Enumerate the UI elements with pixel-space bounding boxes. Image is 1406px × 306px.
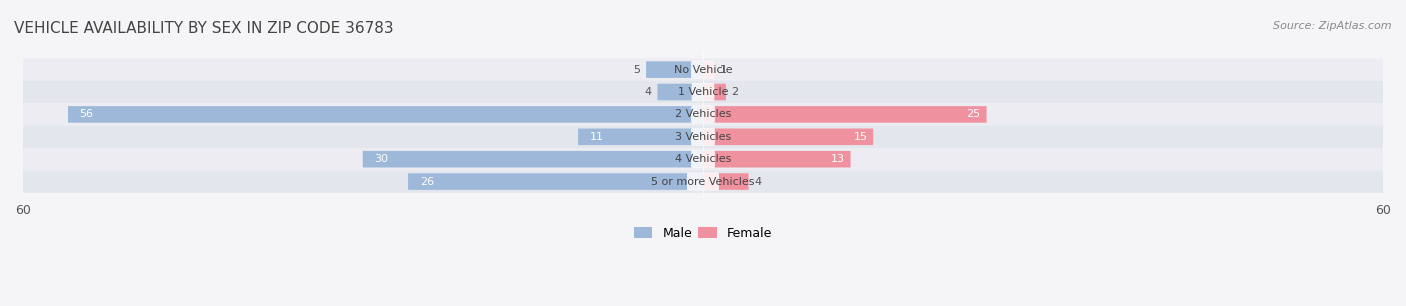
Text: 4: 4 bbox=[754, 177, 761, 187]
FancyBboxPatch shape bbox=[692, 150, 714, 168]
Legend: Male, Female: Male, Female bbox=[628, 222, 778, 245]
Text: Source: ZipAtlas.com: Source: ZipAtlas.com bbox=[1274, 21, 1392, 32]
Text: 30: 30 bbox=[374, 154, 388, 164]
Text: 56: 56 bbox=[80, 110, 94, 119]
FancyBboxPatch shape bbox=[22, 170, 1384, 193]
FancyBboxPatch shape bbox=[688, 173, 718, 191]
Text: 26: 26 bbox=[419, 177, 434, 187]
Text: VEHICLE AVAILABILITY BY SEX IN ZIP CODE 36783: VEHICLE AVAILABILITY BY SEX IN ZIP CODE … bbox=[14, 21, 394, 36]
FancyBboxPatch shape bbox=[22, 58, 1384, 81]
Text: 15: 15 bbox=[853, 132, 868, 142]
Text: 2: 2 bbox=[731, 87, 738, 97]
Text: 11: 11 bbox=[589, 132, 603, 142]
Text: 13: 13 bbox=[831, 154, 845, 164]
FancyBboxPatch shape bbox=[703, 84, 725, 100]
FancyBboxPatch shape bbox=[703, 61, 714, 78]
Text: 4 Vehicles: 4 Vehicles bbox=[675, 154, 731, 164]
Text: 2 Vehicles: 2 Vehicles bbox=[675, 110, 731, 119]
FancyBboxPatch shape bbox=[647, 61, 703, 78]
FancyBboxPatch shape bbox=[363, 151, 703, 167]
FancyBboxPatch shape bbox=[692, 61, 714, 79]
Text: 1 Vehicle: 1 Vehicle bbox=[678, 87, 728, 97]
FancyBboxPatch shape bbox=[703, 173, 748, 190]
FancyBboxPatch shape bbox=[67, 106, 703, 123]
FancyBboxPatch shape bbox=[578, 129, 703, 145]
FancyBboxPatch shape bbox=[22, 103, 1384, 125]
FancyBboxPatch shape bbox=[703, 129, 873, 145]
Text: 1: 1 bbox=[720, 65, 727, 75]
Text: 5 or more Vehicles: 5 or more Vehicles bbox=[651, 177, 755, 187]
FancyBboxPatch shape bbox=[692, 83, 714, 101]
FancyBboxPatch shape bbox=[22, 81, 1384, 103]
FancyBboxPatch shape bbox=[408, 173, 703, 190]
Text: 5: 5 bbox=[634, 65, 641, 75]
FancyBboxPatch shape bbox=[703, 151, 851, 167]
Text: No Vehicle: No Vehicle bbox=[673, 65, 733, 75]
FancyBboxPatch shape bbox=[703, 106, 987, 123]
FancyBboxPatch shape bbox=[692, 106, 714, 123]
FancyBboxPatch shape bbox=[22, 148, 1384, 170]
Text: 3 Vehicles: 3 Vehicles bbox=[675, 132, 731, 142]
FancyBboxPatch shape bbox=[692, 128, 714, 146]
FancyBboxPatch shape bbox=[658, 84, 703, 100]
Text: 4: 4 bbox=[645, 87, 652, 97]
FancyBboxPatch shape bbox=[22, 125, 1384, 148]
Text: 25: 25 bbox=[966, 110, 981, 119]
